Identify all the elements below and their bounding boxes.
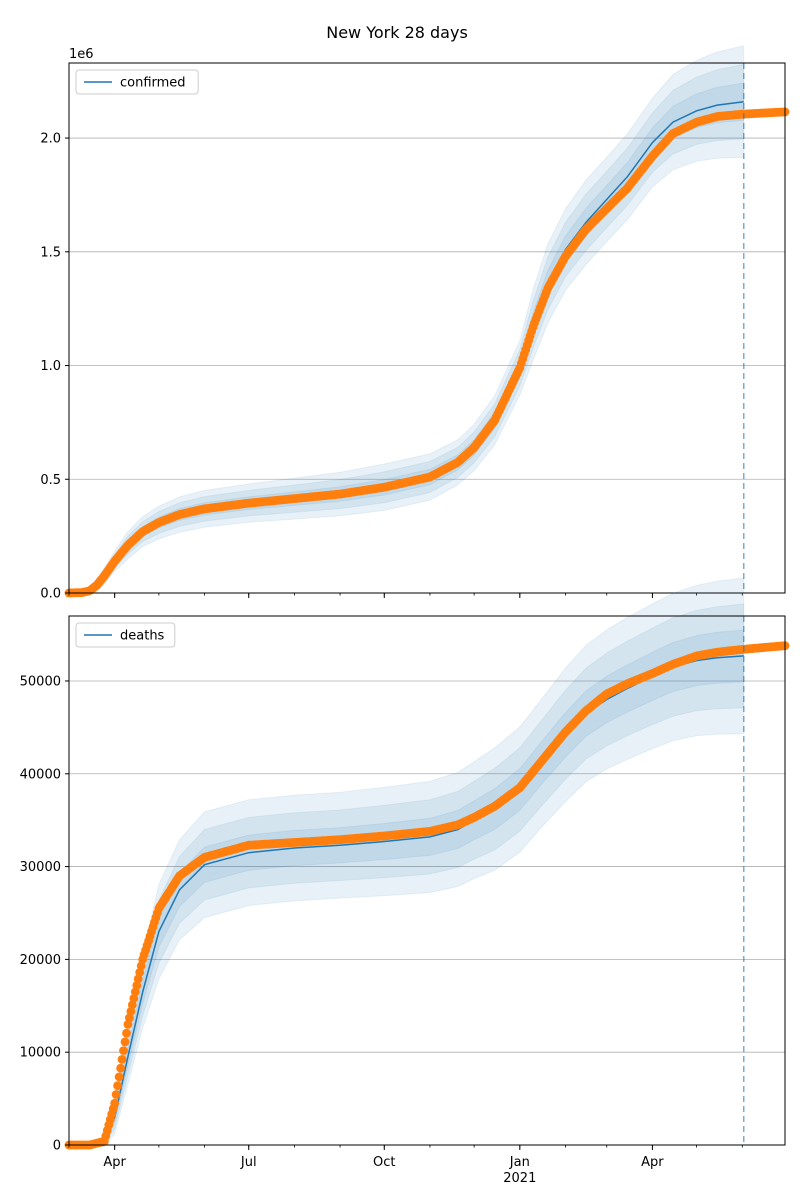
confirmed-legend-label: confirmed <box>120 76 186 91</box>
deaths-observed-point <box>113 1081 122 1091</box>
confirmed-y-tick-label: 0.0 <box>40 587 61 602</box>
deaths-x-tick-label: Apr <box>641 1155 664 1170</box>
deaths-y-tick-label: 0 <box>53 1139 61 1154</box>
deaths-x-tick-label: Jan <box>509 1155 530 1170</box>
confirmed-plot-frame <box>68 62 786 594</box>
deaths-legend-box <box>75 622 176 648</box>
deaths-legend-label: deaths <box>120 629 165 644</box>
figure-title: New York 28 days <box>326 23 468 42</box>
deaths-observed-point <box>119 1046 128 1055</box>
deaths-x-tick-label: Jul <box>240 1155 257 1170</box>
deaths-y-tick-label: 40000 <box>20 767 61 782</box>
deaths-y-tick-label: 20000 <box>20 953 61 968</box>
confirmed-y-tick-label: 2.0 <box>40 132 61 147</box>
confirmed-legend-box <box>75 69 199 95</box>
confirmed-y-tick-label: 1.0 <box>40 359 61 374</box>
deaths-y-tick-label: 30000 <box>20 860 61 875</box>
deaths-observed-point <box>111 1090 121 1099</box>
deaths-observed-point <box>110 1098 120 1108</box>
confirmed-y-offset-label: 1e6 <box>69 47 94 62</box>
deaths-y-tick-label: 10000 <box>20 1046 61 1061</box>
deaths-y-tick-label: 50000 <box>20 674 61 689</box>
deaths-observed-point <box>114 1072 124 1082</box>
deaths-chart: 0 10000 20000 30000 40000 50000 Apr Jul Oct Jan20… <box>20 577 790 1186</box>
deaths-observed-point <box>122 1028 131 1038</box>
confirmed-y-tick-label: 0.5 <box>40 473 61 488</box>
deaths-observed-point <box>120 1037 130 1047</box>
deaths-observed-point <box>116 1063 125 1073</box>
deaths-observed-point <box>117 1055 127 1064</box>
deaths-plot-frame <box>68 615 786 1146</box>
confirmed-chart: 0.0 0.5 1.0 1.5 2.0 1e6 confirmed <box>40 45 790 602</box>
confirmed-y-tick-label: 1.5 <box>40 245 61 260</box>
deaths-x-tick-label: 2021 <box>503 1171 536 1186</box>
deaths-x-tick-label: Oct <box>373 1155 395 1170</box>
deaths-x-tick-label: Apr <box>103 1155 126 1170</box>
